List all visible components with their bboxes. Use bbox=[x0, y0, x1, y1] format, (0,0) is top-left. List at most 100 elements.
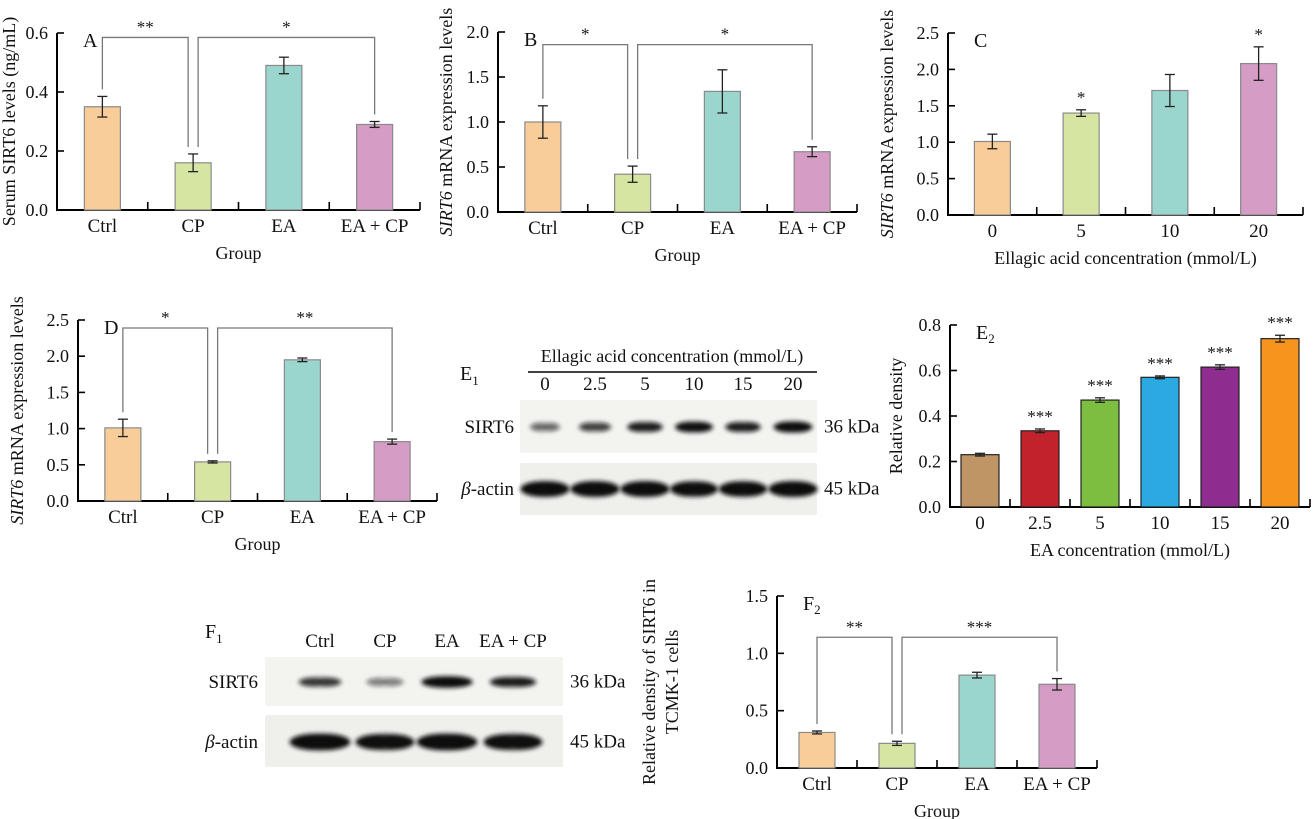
bar-5 bbox=[1080, 399, 1120, 508]
bar-10 bbox=[1140, 376, 1180, 508]
chart-B: 0.0 0.5 1.0 1.5 2.0 Ctrl CP EA EA + CP * * Group SIR… bbox=[436, 8, 858, 265]
y-tick-label: 0.4 bbox=[919, 406, 942, 426]
bracket-star: *** bbox=[967, 617, 993, 636]
bar-Ctrl bbox=[104, 427, 142, 502]
protein-label: β-actin bbox=[460, 479, 514, 500]
y-tick-label: 0.6 bbox=[26, 23, 49, 43]
bar-20 bbox=[1240, 62, 1278, 216]
bracket-star: * bbox=[282, 17, 291, 36]
bar-EA + CP bbox=[356, 123, 394, 211]
bar-5 bbox=[1062, 112, 1100, 216]
blot-band bbox=[489, 676, 537, 688]
blot-band bbox=[773, 421, 813, 433]
bracket-star: ** bbox=[137, 17, 154, 36]
significance-bracket bbox=[197, 36, 376, 147]
bar-2.5 bbox=[1020, 430, 1060, 508]
category-label: 15 bbox=[1211, 513, 1230, 534]
y-tick-label: 1.0 bbox=[467, 112, 490, 132]
lane-label: Ctrl bbox=[305, 631, 335, 652]
bar-0 bbox=[973, 140, 1011, 216]
y-tick-label: 0.5 bbox=[917, 169, 940, 189]
bar-EA bbox=[703, 90, 741, 213]
y-axis-title: SIRT6 mRNA expression levels bbox=[436, 8, 456, 236]
y-tick-label: 1.5 bbox=[917, 96, 940, 116]
category-label: Ctrl bbox=[802, 774, 832, 795]
category-label: 20 bbox=[1249, 221, 1268, 242]
y-axis-title: Relative density of SIRT6 in bbox=[640, 579, 659, 785]
category-label: EA bbox=[271, 216, 297, 237]
bar-EA bbox=[283, 359, 321, 502]
panel-label-D: D bbox=[104, 317, 118, 339]
y-tick-label: 2.0 bbox=[47, 346, 70, 366]
category-label: EA + CP bbox=[1023, 774, 1091, 795]
y-axis-title: TCMK-1 cells bbox=[662, 630, 682, 734]
x-axis-title: EA concentration (mmol/L) bbox=[1030, 540, 1230, 561]
blot-band bbox=[529, 422, 561, 432]
bar-15 bbox=[1200, 366, 1240, 508]
blot-band bbox=[483, 733, 543, 751]
y-tick-label: 0.0 bbox=[919, 497, 942, 517]
panel-label-F2: F2 bbox=[803, 593, 821, 617]
panel-label-F1: F1 bbox=[205, 621, 223, 646]
x-axis-title: Group bbox=[235, 534, 281, 554]
lane-label: 15 bbox=[734, 374, 753, 395]
y-tick-label: 2.0 bbox=[467, 22, 490, 42]
bar-20 bbox=[1260, 338, 1300, 508]
significance-star: *** bbox=[1147, 354, 1173, 373]
category-label: Ctrl bbox=[88, 216, 118, 237]
blot-band bbox=[289, 733, 351, 751]
y-tick-label: 0.0 bbox=[746, 758, 769, 778]
lane-label: CP bbox=[373, 631, 396, 652]
category-label: EA bbox=[964, 774, 990, 795]
bar-Ctrl bbox=[798, 731, 836, 769]
y-axis-title: SIRT6 mRNA expression levels bbox=[877, 10, 897, 238]
blot-band bbox=[355, 733, 415, 751]
blot-band bbox=[718, 480, 768, 498]
x-axis-title: Group bbox=[914, 801, 960, 819]
y-tick-label: 0.5 bbox=[47, 455, 70, 475]
blot-F1: F1 Ctrl CP EA EA + CP SIRT6 36 kDa β-actin 45 kD… bbox=[204, 621, 626, 767]
significance-bracket bbox=[216, 327, 393, 454]
x-axis-title: Group bbox=[655, 245, 701, 265]
y-tick-label: 0.8 bbox=[919, 315, 942, 335]
y-tick-label: 0.5 bbox=[467, 157, 490, 177]
lane-label: 2.5 bbox=[583, 374, 607, 395]
category-label: CP bbox=[182, 216, 205, 237]
y-tick-label: 2.5 bbox=[917, 23, 940, 43]
panel-label-E2: E2 bbox=[976, 322, 995, 346]
y-tick-label: 0.0 bbox=[467, 202, 490, 222]
chart-E2: 0.0 0.2 0.4 0.6 0.8 0 *** 2.5 *** 5 *** 10 *** 15 *** 2… bbox=[886, 313, 1311, 561]
lane-label: 20 bbox=[784, 374, 803, 395]
category-label: 10 bbox=[1160, 221, 1179, 242]
category-label: CP bbox=[201, 507, 224, 528]
significance-bracket bbox=[636, 43, 813, 160]
category-label: 5 bbox=[1076, 221, 1086, 242]
y-tick-label: 0.2 bbox=[26, 141, 49, 161]
y-axis-title: SIRT6 mRNA expression levels bbox=[7, 296, 27, 524]
blot-header: Ellagic acid concentration (mmol/L) bbox=[541, 346, 803, 367]
y-tick-label: 0.6 bbox=[919, 361, 942, 381]
significance-star: * bbox=[1077, 88, 1086, 107]
protein-label: SIRT6 bbox=[208, 672, 258, 693]
axis-lines bbox=[949, 325, 1310, 508]
kda-label: 45 kDa bbox=[824, 479, 880, 500]
y-axis-title: Serum SIRT6 levels (ng/mL) bbox=[0, 17, 20, 226]
blot-band bbox=[768, 480, 818, 498]
protein-label: β-actin bbox=[204, 732, 258, 753]
category-label: CP bbox=[885, 774, 908, 795]
panel-label-A: A bbox=[83, 30, 98, 52]
bar-EA + CP bbox=[1038, 683, 1076, 769]
x-axis-title: Ellagic acid concentration (mmol/L) bbox=[994, 248, 1256, 269]
category-label: EA bbox=[710, 218, 736, 239]
significance-bracket bbox=[101, 36, 189, 147]
bar-EA + CP bbox=[373, 441, 411, 502]
significance-star: *** bbox=[1027, 407, 1053, 426]
category-label: EA bbox=[290, 507, 316, 528]
y-tick-label: 1.5 bbox=[467, 67, 490, 87]
category-label: 0 bbox=[975, 513, 985, 534]
y-tick-label: 0.5 bbox=[746, 701, 769, 721]
blot-E1: E1 Ellagic acid concentration (mmol/L) 0 2.… bbox=[460, 346, 880, 515]
lane-label: 5 bbox=[640, 374, 650, 395]
